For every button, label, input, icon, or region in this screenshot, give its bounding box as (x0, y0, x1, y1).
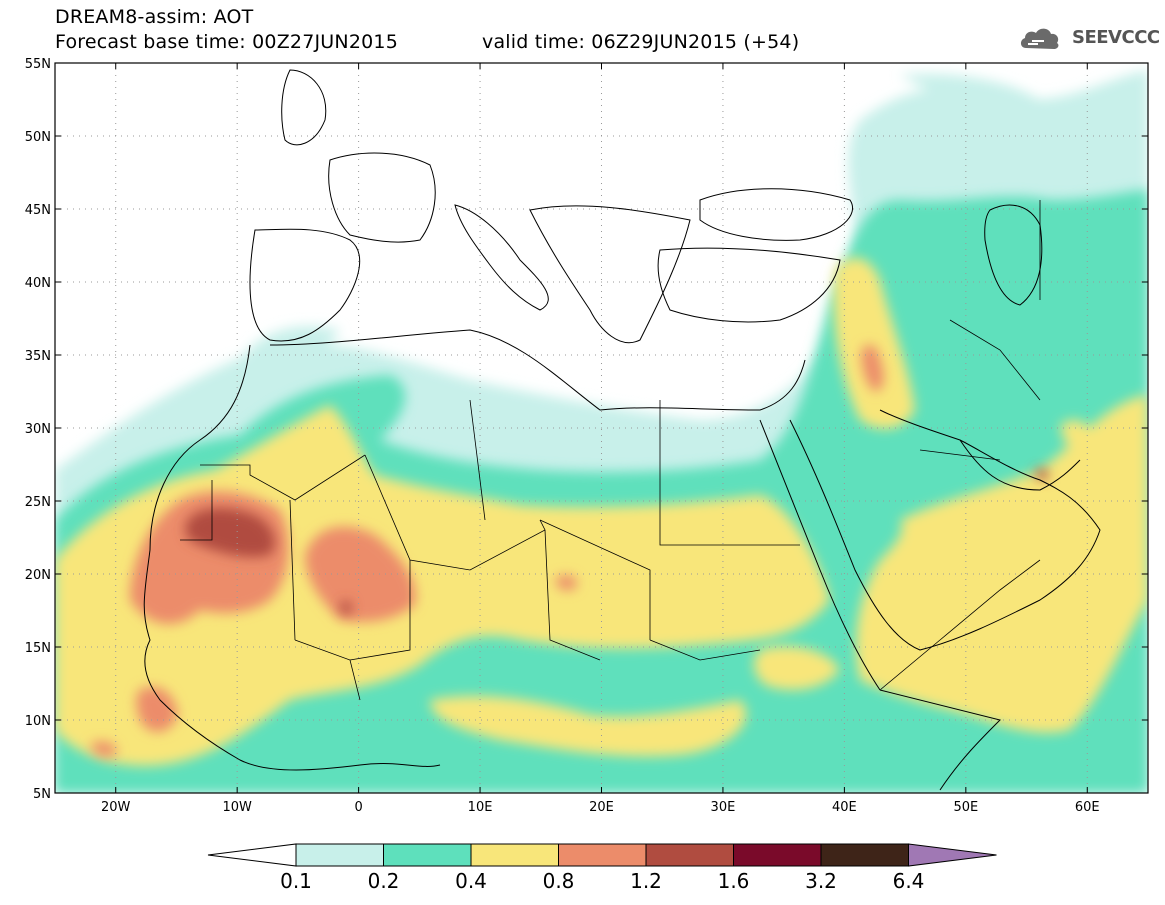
colorbar-label: 1.2 (630, 869, 662, 893)
colorbar-box (295, 843, 384, 867)
colorbar-box (470, 843, 559, 867)
lat-label: 15N (25, 641, 51, 656)
colorbar-box (820, 843, 909, 867)
colorbar-box (558, 843, 647, 867)
aot-band-04-08 (55, 257, 1148, 766)
logo-text: SEEVCCC (1072, 27, 1160, 48)
country-borders (180, 200, 1041, 701)
lat-label: 10N (25, 714, 51, 729)
colorbar-label: 6.4 (893, 869, 925, 893)
aot-band-12-16 (185, 469, 1049, 615)
lon-label: 50E (953, 800, 978, 815)
map-gridlines (55, 63, 1148, 793)
colorbar-label: 1.6 (718, 869, 750, 893)
colorbar: 0.1 0.2 0.4 0.8 1.2 1.6 3.2 6.4 (207, 843, 997, 893)
lat-label: 45N (25, 203, 51, 218)
latitude-labels: 55N 50N 45N 40N 35N 30N 25N 20N 15N 10N 5N (25, 57, 51, 802)
colorbar-label: 0.2 (368, 869, 400, 893)
lat-label: 55N (25, 57, 51, 72)
lon-label: 20W (101, 800, 131, 815)
colorbar-box (733, 843, 822, 867)
lat-label: 5N (33, 787, 51, 802)
coastlines (143, 69, 1101, 791)
lon-label: 10W (222, 800, 252, 815)
colorbar-label: 0.4 (455, 869, 487, 893)
axis-ticks (55, 62, 1148, 794)
longitude-labels: 20W 10W 0 10E 20E 30E 40E 50E 60E (101, 800, 1100, 815)
lon-label: 40E (832, 800, 857, 815)
colorbar-label: 0.1 (280, 869, 312, 893)
aot-contours (55, 70, 1148, 793)
lat-label: 50N (25, 130, 51, 145)
lon-label: 60E (1075, 800, 1100, 815)
lon-label: 20E (589, 800, 614, 815)
colorbar-box (383, 843, 472, 867)
cloud-logo-icon (1020, 28, 1059, 49)
colorbar-label: 3.2 (805, 869, 837, 893)
lat-label: 30N (25, 422, 51, 437)
lat-label: 25N (25, 495, 51, 510)
lon-label: 30E (711, 800, 736, 815)
valid-time: valid time: 06Z29JUN2015 (+54) (482, 31, 800, 53)
map-title: DREAM8-assim: AOT (55, 6, 254, 28)
colorbar-box (645, 843, 734, 867)
colorbar-below-triangle (207, 843, 297, 867)
lat-label: 40N (25, 276, 51, 291)
colorbar-label: 0.8 (543, 869, 575, 893)
lat-label: 35N (25, 349, 51, 364)
colorbar-above-triangle (908, 843, 997, 867)
lat-label: 20N (25, 568, 51, 583)
lon-label: 10E (468, 800, 493, 815)
forecast-base-time: Forecast base time: 00Z27JUN2015 (55, 31, 398, 53)
lon-label: 0 (354, 800, 362, 815)
